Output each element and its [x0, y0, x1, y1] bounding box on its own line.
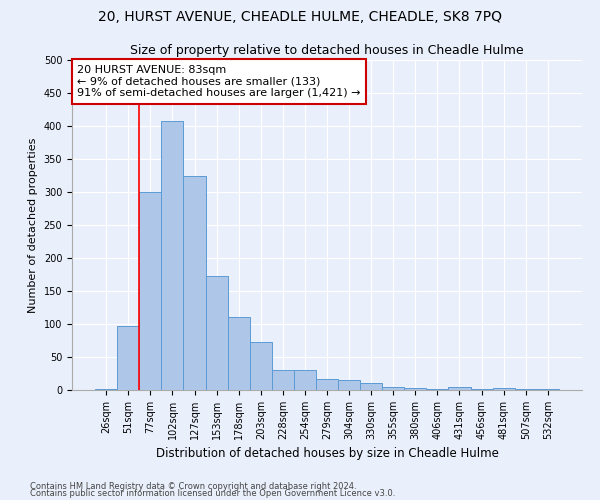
Bar [448, 386, 470, 390]
Bar [184, 176, 206, 390]
Bar [404, 388, 427, 390]
Bar [95, 388, 117, 390]
Text: 20, HURST AVENUE, CHEADLE HULME, CHEADLE, SK8 7PQ: 20, HURST AVENUE, CHEADLE HULME, CHEADLE… [98, 10, 502, 24]
Text: 20 HURST AVENUE: 83sqm
← 9% of detached houses are smaller (133)
91% of semi-det: 20 HURST AVENUE: 83sqm ← 9% of detached … [77, 65, 361, 98]
Bar [139, 192, 161, 390]
Bar [206, 276, 227, 390]
Bar [338, 380, 360, 390]
Bar [294, 370, 316, 390]
Bar [316, 379, 338, 390]
Bar [427, 388, 448, 390]
Bar [272, 370, 294, 390]
Text: Contains public sector information licensed under the Open Government Licence v3: Contains public sector information licen… [30, 489, 395, 498]
Bar [360, 384, 382, 390]
Text: Contains HM Land Registry data © Crown copyright and database right 2024.: Contains HM Land Registry data © Crown c… [30, 482, 356, 491]
Y-axis label: Number of detached properties: Number of detached properties [28, 138, 38, 312]
Bar [382, 388, 404, 390]
Bar [161, 122, 184, 390]
Bar [250, 342, 272, 390]
Title: Size of property relative to detached houses in Cheadle Hulme: Size of property relative to detached ho… [130, 44, 524, 58]
Bar [117, 326, 139, 390]
Bar [493, 388, 515, 390]
X-axis label: Distribution of detached houses by size in Cheadle Hulme: Distribution of detached houses by size … [155, 448, 499, 460]
Bar [227, 318, 250, 390]
